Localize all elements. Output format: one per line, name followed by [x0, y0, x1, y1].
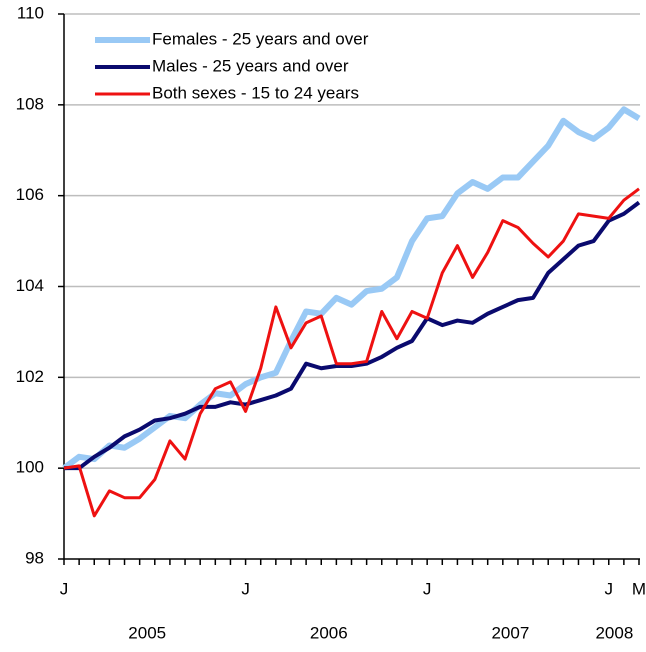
x-tick-label: J	[241, 579, 250, 598]
x-tick-label: J	[604, 579, 613, 598]
x-tick-label: J	[423, 579, 432, 598]
series-line	[63, 187, 640, 518]
legend-label: Females - 25 years and over	[152, 29, 369, 48]
y-tick-label: 108	[16, 94, 44, 113]
y-tick-label: 98	[25, 548, 44, 567]
legend-label: Both sexes - 15 to 24 years	[152, 83, 359, 102]
x-tick-label: M	[632, 579, 646, 598]
series-line	[64, 200, 641, 471]
legend-label: Males - 25 years and over	[152, 56, 349, 75]
year-label: 2008	[595, 623, 633, 642]
y-tick-label: 110	[17, 3, 44, 22]
y-tick-label: 106	[16, 185, 44, 204]
y-tick-label: 104	[16, 276, 44, 295]
year-label: 2005	[128, 623, 166, 642]
y-tick-label: 100	[16, 458, 44, 477]
series-line	[62, 106, 641, 471]
x-tick-label: J	[60, 579, 69, 598]
y-tick-label: 102	[16, 367, 44, 386]
year-label: 2006	[310, 623, 348, 642]
year-label: 2007	[491, 623, 529, 642]
